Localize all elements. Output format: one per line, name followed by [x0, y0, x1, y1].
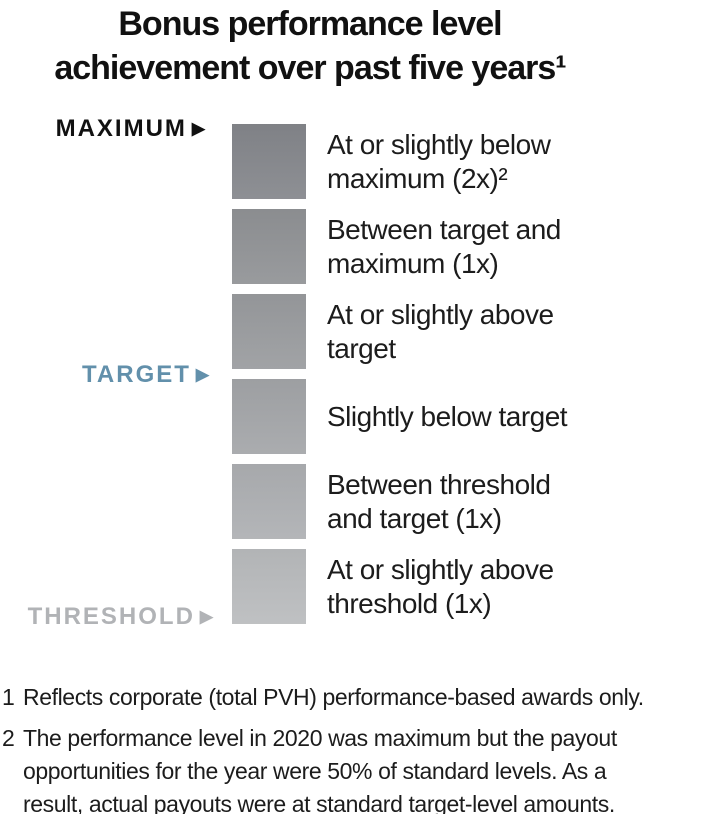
level-label-line: At or slightly above [327, 553, 554, 585]
chart-title: Bonus performance level achievement over… [0, 2, 620, 90]
level-row-between-target-maximum: Between target and maximum (1x) [232, 209, 567, 284]
level-label-line: Between target and [327, 213, 561, 245]
footnote-text: The performance level in 2020 was maximu… [23, 722, 617, 814]
right-arrow-icon: ▶ [191, 119, 205, 138]
level-label-line: target [327, 332, 396, 364]
level-label-line: maximum (2x)² [327, 162, 508, 194]
axis-label-target: TARGET ▶ [0, 362, 209, 390]
level-swatch [232, 464, 306, 539]
level-swatch [232, 124, 306, 199]
level-swatch [232, 294, 306, 369]
level-label: Between target and maximum (1x) [327, 213, 561, 281]
threshold-label-text: THRESHOLD [27, 603, 195, 630]
level-label-line: maximum (1x) [327, 247, 499, 279]
right-arrow-icon: ▶ [195, 365, 209, 384]
level-row-slightly-below-target: Slightly below target [232, 379, 568, 454]
right-arrow-icon: ▶ [199, 607, 213, 626]
target-label-text: TARGET [82, 361, 191, 388]
axis-label-threshold: THRESHOLD ▶ [0, 604, 213, 632]
level-label: Between threshold and target (1x) [327, 468, 551, 536]
level-swatch [232, 209, 306, 284]
performance-level-rows: At or slightly below maximum (2x)² Betwe… [232, 124, 568, 634]
footnote-line: result, actual payouts were at standard … [23, 791, 615, 814]
level-label: Slightly below target [327, 400, 568, 434]
footnote-line: Reflects corporate (total PVH) performan… [23, 684, 644, 710]
level-label-line: threshold (1x) [327, 587, 492, 619]
footnotes: 1 Reflects corporate (total PVH) perform… [2, 681, 704, 814]
level-row-above-target: At or slightly above target [232, 294, 567, 369]
level-label-line: At or slightly below [327, 128, 551, 160]
footnote-1: 1 Reflects corporate (total PVH) perform… [2, 681, 704, 714]
level-label: At or slightly above target [327, 298, 554, 366]
footnote-line: opportunities for the year were 50% of s… [23, 758, 607, 784]
level-label-line: At or slightly above [327, 298, 554, 330]
level-swatch [232, 549, 306, 624]
axis-label-maximum: MAXIMUM ▶ [0, 116, 205, 144]
level-swatch [232, 379, 306, 454]
level-label-line: and target (1x) [327, 502, 502, 534]
level-label: At or slightly above threshold (1x) [327, 553, 554, 621]
level-label-line: Slightly below target [327, 400, 568, 432]
chart-title-line-2: achievement over past five years¹ [54, 49, 566, 87]
footnote-text: Reflects corporate (total PVH) performan… [23, 681, 644, 714]
level-row-maximum-2x: At or slightly below maximum (2x)² [232, 124, 567, 199]
level-label: At or slightly below maximum (2x)² [327, 128, 551, 196]
chart-title-line-1: Bonus performance level [118, 5, 502, 43]
footnote-number: 1 [2, 684, 15, 710]
level-label-line: Between threshold [327, 468, 551, 500]
footnote-2: 2 The performance level in 2020 was maxi… [2, 722, 704, 814]
level-row-above-threshold: At or slightly above threshold (1x) [232, 549, 567, 624]
maximum-label-text: MAXIMUM [55, 115, 187, 142]
footnote-line: The performance level in 2020 was maximu… [23, 725, 617, 751]
level-row-between-threshold-target: Between threshold and target (1x) [232, 464, 567, 539]
footnote-number: 2 [2, 725, 15, 751]
